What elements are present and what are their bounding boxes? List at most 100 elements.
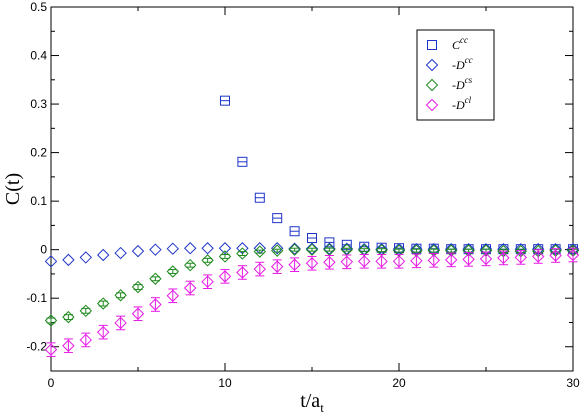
data-point	[514, 251, 528, 264]
data-point	[531, 250, 545, 263]
data-point	[79, 333, 93, 347]
legend-label: -Dcc	[452, 55, 473, 72]
data-point	[305, 242, 319, 255]
data-point	[44, 343, 58, 356]
data-point	[149, 298, 162, 311]
data-point	[114, 289, 127, 302]
data-point	[566, 248, 580, 262]
y-tick-label: 0.5	[30, 0, 47, 14]
legend-label-superscript: cc	[465, 55, 473, 65]
data-point	[183, 242, 197, 255]
data-point	[183, 258, 197, 272]
data-point	[114, 316, 127, 330]
x-axis-label-main: t/a	[300, 390, 320, 412]
data-point	[149, 272, 162, 285]
data-point	[462, 253, 475, 266]
data-point	[62, 310, 75, 324]
data-point	[288, 242, 301, 255]
legend-label-main: C	[452, 38, 461, 52]
data-point	[340, 255, 354, 269]
data-point	[270, 260, 284, 273]
data-point	[253, 245, 267, 258]
legend-label-main: -D	[452, 58, 465, 72]
data-point	[131, 307, 145, 320]
y-tick-label: -0.2	[26, 340, 47, 354]
legend-marker	[425, 78, 439, 92]
x-tick-label: 20	[392, 376, 406, 390]
data-point	[444, 253, 458, 267]
legend-label-superscript: cs	[465, 75, 473, 85]
legend-label: -Dcs	[452, 75, 473, 92]
y-tick-label: 0.4	[30, 49, 47, 63]
plot-frame	[50, 6, 574, 372]
data-point	[149, 243, 162, 256]
data-point	[44, 314, 58, 327]
data-point	[323, 256, 336, 269]
data-point	[114, 246, 127, 260]
data-point	[44, 255, 58, 268]
x-tick-label: 30	[566, 376, 580, 390]
x-tick-label: 0	[48, 376, 55, 390]
data-point	[323, 242, 336, 255]
x-axis-label: t/at	[300, 390, 324, 415]
legend-marker	[425, 98, 439, 112]
data-point	[62, 253, 75, 267]
data-point	[392, 255, 406, 268]
data-point	[96, 325, 110, 339]
y-tick-label: -0.1	[26, 291, 47, 305]
data-point	[166, 289, 180, 302]
data-point	[305, 257, 319, 270]
y-tick-label: 0.2	[30, 146, 47, 160]
data-point	[410, 254, 423, 268]
legend-label: -Dcl	[452, 95, 472, 112]
data-point	[479, 252, 493, 266]
legend-label-main: -D	[452, 78, 465, 92]
y-tick-label: 0	[40, 243, 47, 257]
y-axis-label: C(t)	[2, 173, 24, 205]
data-point	[201, 254, 214, 267]
data-point	[218, 270, 232, 283]
data-point	[427, 254, 441, 267]
legend-label-superscript: cc	[460, 35, 468, 45]
data-point	[236, 266, 249, 279]
y-tick-label: 0.3	[30, 97, 47, 111]
data-point	[79, 251, 93, 264]
y-tick-label: 0.1	[30, 194, 47, 208]
data-point	[96, 248, 110, 262]
data-point	[201, 275, 214, 288]
data-marks	[44, 95, 580, 357]
legend-box	[416, 29, 495, 121]
data-point	[79, 304, 93, 318]
data-point	[288, 243, 301, 256]
x-tick-label: 10	[218, 376, 232, 390]
legend-label-superscript: cl	[465, 95, 472, 105]
series-3	[44, 247, 580, 357]
data-point	[183, 281, 197, 295]
data-point	[166, 265, 180, 278]
legend-marker	[427, 40, 437, 50]
legend-label: Ccc	[452, 35, 468, 52]
data-point	[131, 244, 145, 258]
data-point	[253, 242, 267, 255]
axis-ticks: 0 10 20 30 -0.2 -0.1 0 0.1 0.2 0.3 0.4 0.5	[26, 0, 580, 390]
data-point	[96, 297, 110, 310]
data-point	[375, 255, 388, 268]
data-point	[218, 250, 232, 263]
data-point	[305, 243, 319, 256]
data-point	[270, 242, 284, 255]
data-point	[340, 242, 354, 255]
data-point	[201, 242, 214, 255]
legend-label-main: -D	[452, 98, 465, 112]
data-point	[497, 251, 510, 265]
data-point	[62, 339, 75, 352]
legend: Ccc-Dcc-Dcs-Dcl	[416, 29, 495, 121]
data-point	[218, 242, 232, 255]
legend-marker	[425, 58, 439, 72]
data-point	[253, 262, 267, 276]
data-point	[357, 255, 371, 268]
series-0	[220, 95, 578, 255]
data-point	[131, 280, 145, 294]
data-point	[270, 244, 284, 257]
data-point	[549, 249, 562, 262]
